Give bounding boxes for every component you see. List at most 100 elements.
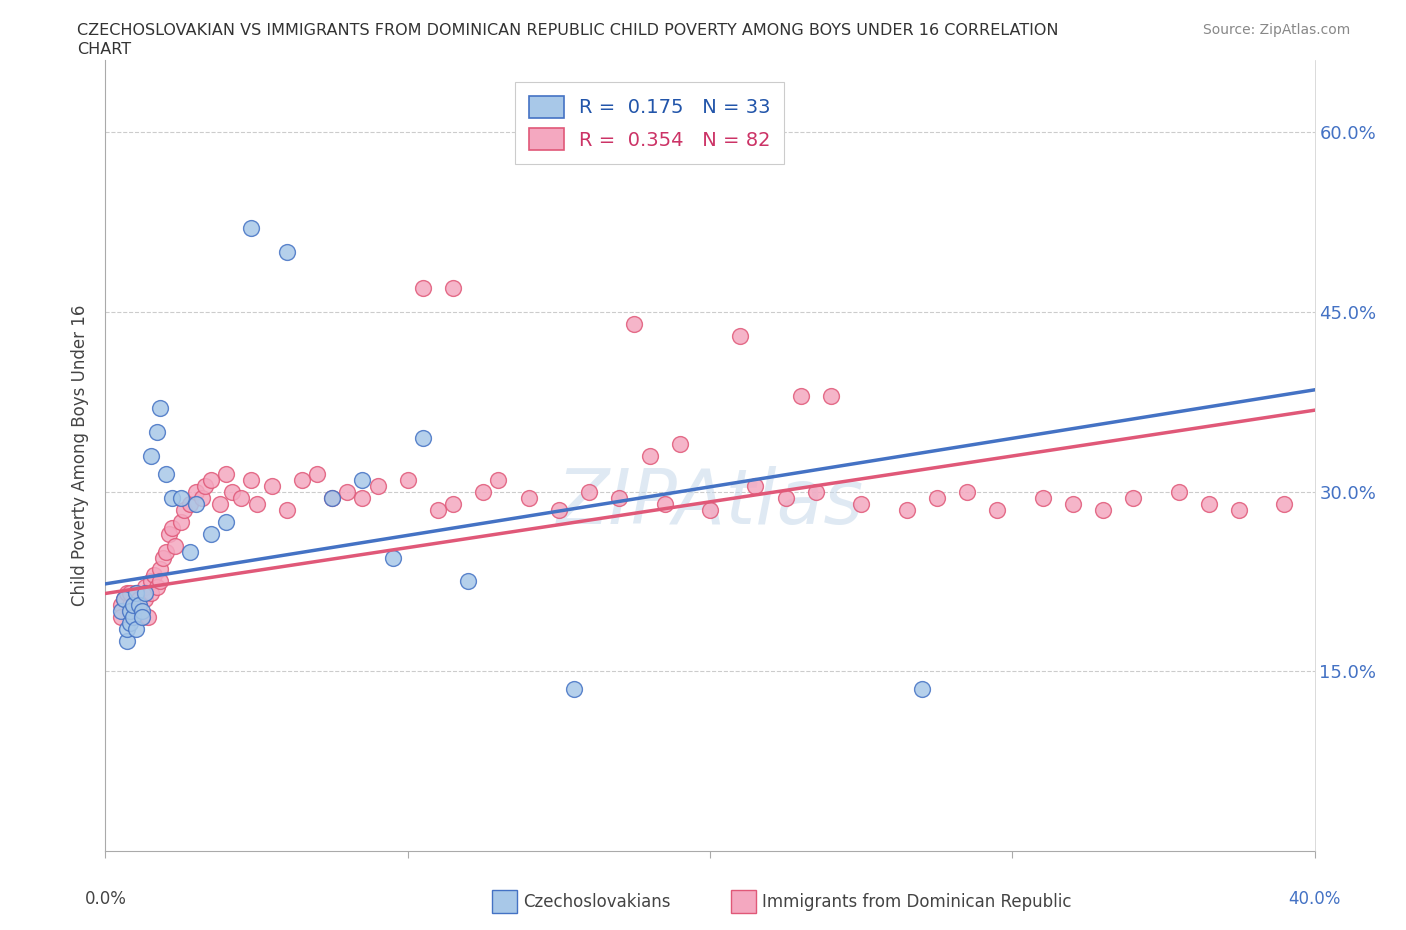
Text: ZIPAtlas: ZIPAtlas	[557, 466, 863, 540]
Point	[128, 598, 150, 613]
Point	[638, 448, 661, 463]
Point	[139, 574, 162, 589]
Point	[139, 586, 162, 601]
Point	[112, 592, 135, 607]
Point	[131, 610, 153, 625]
Text: CZECHOSLOVAKIAN VS IMMIGRANTS FROM DOMINICAN REPUBLIC CHILD POVERTY AMONG BOYS U: CZECHOSLOVAKIAN VS IMMIGRANTS FROM DOMIN…	[77, 23, 1059, 38]
Point	[1032, 490, 1054, 505]
Point	[231, 490, 253, 505]
Point	[441, 497, 464, 512]
Text: Immigrants from Dominican Republic: Immigrants from Dominican Republic	[762, 893, 1071, 911]
Point	[191, 490, 214, 505]
Point	[118, 616, 141, 631]
Point	[121, 610, 143, 625]
Point	[215, 514, 238, 529]
Point	[730, 328, 752, 343]
Point	[276, 245, 298, 259]
Point	[118, 598, 141, 613]
Point	[128, 592, 150, 607]
Point	[118, 586, 141, 601]
Point	[128, 604, 150, 618]
Point	[986, 502, 1008, 517]
Point	[179, 544, 201, 559]
Point	[160, 520, 183, 535]
Legend: R =  0.175   N = 33, R =  0.354   N = 82: R = 0.175 N = 33, R = 0.354 N = 82	[515, 82, 785, 164]
Point	[194, 478, 217, 493]
Point	[139, 448, 162, 463]
Point	[155, 544, 177, 559]
Point	[352, 490, 374, 505]
Point	[291, 472, 314, 487]
Point	[956, 485, 979, 499]
Point	[804, 485, 827, 499]
Point	[548, 502, 571, 517]
Point	[200, 472, 222, 487]
Text: 40.0%: 40.0%	[1288, 890, 1341, 908]
Point	[115, 622, 138, 637]
Point	[134, 586, 156, 601]
Point	[260, 478, 283, 493]
Point	[146, 580, 169, 595]
Point	[562, 682, 585, 697]
Point	[131, 610, 153, 625]
Point	[157, 526, 180, 541]
Point	[307, 466, 329, 481]
Point	[134, 592, 156, 607]
Point	[239, 220, 262, 235]
Point	[472, 485, 495, 499]
Point	[1122, 490, 1144, 505]
Point	[699, 502, 721, 517]
Point	[142, 568, 165, 583]
Point	[149, 574, 172, 589]
Point	[609, 490, 631, 505]
Point	[170, 490, 193, 505]
Point	[124, 622, 148, 637]
Point	[155, 466, 177, 481]
Text: CHART: CHART	[77, 42, 131, 57]
Point	[1092, 502, 1115, 517]
Point	[136, 610, 159, 625]
Point	[115, 586, 138, 601]
Point	[412, 431, 434, 445]
Point	[1167, 485, 1189, 499]
Point	[457, 574, 479, 589]
Text: 0.0%: 0.0%	[84, 890, 127, 908]
Point	[849, 497, 872, 512]
Point	[110, 604, 132, 618]
Point	[149, 400, 172, 415]
Point	[215, 466, 238, 481]
Text: Czechoslovakians: Czechoslovakians	[523, 893, 671, 911]
Point	[115, 634, 138, 649]
Point	[112, 592, 135, 607]
Point	[321, 490, 343, 505]
Point	[911, 682, 934, 697]
Point	[186, 485, 208, 499]
Point	[321, 490, 343, 505]
Point	[623, 316, 645, 331]
Point	[381, 550, 404, 565]
Point	[160, 490, 183, 505]
Point	[209, 497, 232, 512]
Point	[744, 478, 766, 493]
Point	[925, 490, 948, 505]
Point	[352, 472, 374, 487]
Point	[1227, 502, 1250, 517]
Point	[396, 472, 419, 487]
Point	[412, 281, 434, 296]
Point	[110, 610, 132, 625]
Point	[1062, 497, 1084, 512]
Point	[366, 478, 388, 493]
Point	[669, 436, 692, 451]
Point	[110, 598, 132, 613]
Point	[336, 485, 359, 499]
Point	[820, 389, 842, 404]
Point	[124, 586, 148, 601]
Point	[200, 526, 222, 541]
Point	[246, 497, 269, 512]
Point	[124, 598, 148, 613]
Point	[118, 604, 141, 618]
Point	[775, 490, 797, 505]
Point	[134, 580, 156, 595]
Point	[1274, 497, 1296, 512]
Point	[1198, 497, 1220, 512]
